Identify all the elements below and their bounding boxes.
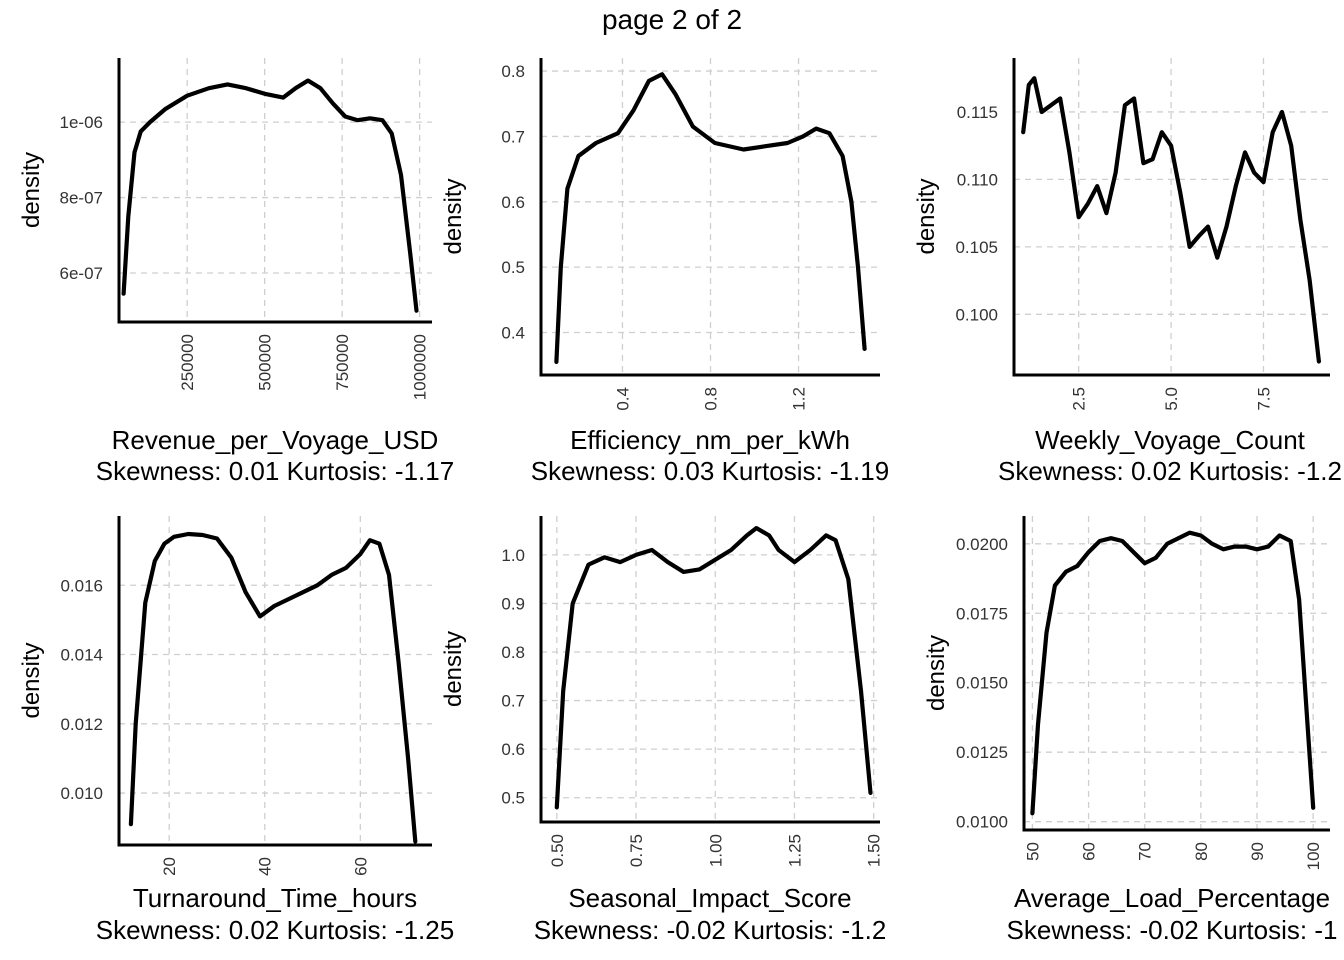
x-tick-label: 80 (1192, 842, 1211, 861)
x-tick-label: 50 (1023, 842, 1042, 861)
x-axis-title: Revenue_per_Voyage_USD (112, 425, 439, 455)
y-tick-label: 0.014 (60, 646, 103, 665)
y-tick-label: 0.5 (501, 258, 525, 277)
y-tick-label: 0.9 (501, 594, 525, 613)
y-tick-label: 8e-07 (60, 189, 103, 208)
y-tick-label: 0.105 (955, 238, 998, 257)
y-tick-label: 0.8 (501, 62, 525, 81)
density-curve (554, 72, 867, 364)
density-curve (1030, 530, 1316, 816)
skewness-kurtosis-caption: Skewness: 0.03 Kurtosis: -1.19 (531, 456, 889, 486)
x-axis-title: Weekly_Voyage_Count (1035, 425, 1306, 455)
x-tick-label: 0.50 (548, 834, 567, 867)
y-tick-label: 0.016 (60, 576, 103, 595)
y-tick-label: 0.0175 (956, 604, 1008, 623)
x-tick-label: 750000 (333, 334, 352, 391)
skewness-kurtosis-caption: Skewness: -0.02 Kurtosis: -1 (1007, 915, 1338, 945)
x-tick-label: 0.4 (613, 387, 632, 411)
y-axis-title: density (923, 635, 950, 711)
x-tick-label: 1.25 (785, 834, 804, 867)
y-tick-label: 0.0150 (956, 674, 1008, 693)
y-axis-title: density (440, 631, 467, 707)
density-panel: 6e-07 8e-07 1e-06 250000 500000 750000 1000000… (18, 58, 454, 486)
y-axis-title: density (440, 178, 467, 254)
x-tick-label: 20 (160, 857, 179, 876)
x-axis-title: Turnaround_Time_hours (133, 883, 417, 913)
y-tick-label: 0.010 (60, 784, 103, 803)
page-title: page 2 of 2 (601, 4, 743, 35)
y-tick-label: 0.4 (501, 324, 525, 343)
x-tick-label: 60 (351, 857, 370, 876)
skewness-kurtosis-caption: Skewness: 0.02 Kurtosis: -1.25 (96, 915, 454, 945)
x-tick-label: 2.5 (1070, 387, 1089, 411)
skewness-kurtosis-caption: Skewness: -0.02 Kurtosis: -1.2 (534, 915, 887, 945)
skewness-kurtosis-caption: Skewness: 0.01 Kurtosis: -1.17 (96, 456, 454, 486)
x-axis-title: Average_Load_Percentage (1014, 883, 1330, 913)
y-tick-label: 0.100 (955, 305, 998, 324)
y-axis-title: density (18, 152, 45, 228)
density-curve (1021, 76, 1321, 364)
x-tick-label: 1.50 (865, 834, 884, 867)
x-tick-label: 5.0 (1162, 387, 1181, 411)
y-tick-label: 6e-07 (60, 264, 103, 283)
x-tick-label: 7.5 (1254, 387, 1273, 411)
y-axis-title: density (18, 642, 45, 718)
x-tick-label: 100 (1304, 842, 1323, 870)
density-curve (554, 526, 873, 810)
density-curve (128, 531, 418, 844)
y-tick-label: 0.8 (501, 643, 525, 662)
y-tick-label: 0.012 (60, 715, 103, 734)
y-tick-label: 0.0100 (956, 813, 1008, 832)
density-panel: 0.010 0.012 0.014 0.016 20 40 60 density Turnaro… (18, 516, 454, 945)
x-tick-label: 250000 (178, 334, 197, 391)
x-tick-label: 60 (1080, 842, 1099, 861)
x-tick-label: 90 (1248, 842, 1267, 861)
density-panel: 0.100 0.105 0.110 0.115 2.5 5.0 7.5 density Week… (913, 58, 1342, 486)
y-axis-title: density (913, 178, 940, 254)
density-curve (121, 78, 419, 313)
y-tick-label: 0.110 (957, 170, 998, 189)
y-tick-label: 0.6 (501, 740, 525, 759)
x-axis-title: Efficiency_nm_per_kWh (570, 425, 850, 455)
density-panel: 0.4 0.5 0.6 0.7 0.8 0.4 0.8 1.2 density Efficienc… (440, 58, 889, 486)
x-tick-label: 1.2 (790, 387, 809, 411)
x-tick-label: 0.8 (702, 387, 721, 411)
y-tick-label: 0.7 (501, 692, 525, 711)
y-tick-label: 0.5 (501, 789, 525, 808)
x-tick-label: 70 (1136, 842, 1155, 861)
x-tick-label: 40 (256, 857, 275, 876)
x-axis-title: Seasonal_Impact_Score (568, 883, 851, 913)
y-tick-label: 0.0125 (956, 743, 1008, 762)
y-tick-label: 0.115 (957, 103, 998, 122)
x-tick-label: 1000000 (411, 334, 430, 400)
skewness-kurtosis-caption: Skewness: 0.02 Kurtosis: -1.2 (998, 456, 1342, 486)
y-tick-label: 1.0 (501, 546, 525, 565)
y-tick-label: 0.7 (501, 127, 525, 146)
density-panel: 0.0100 0.0125 0.0150 0.0175 0.0200 50 60 70 80 90… (923, 516, 1337, 945)
y-tick-label: 0.0200 (956, 535, 1008, 554)
x-tick-label: 500000 (256, 334, 275, 391)
density-panel: 0.5 0.6 0.7 0.8 0.9 1.0 0.50 0.75 1.00 1.25 1.50 de… (440, 516, 886, 945)
y-tick-label: 1e-06 (60, 113, 103, 132)
x-tick-label: 1.00 (706, 834, 725, 867)
y-tick-label: 0.6 (501, 193, 525, 212)
x-tick-label: 0.75 (627, 834, 646, 867)
